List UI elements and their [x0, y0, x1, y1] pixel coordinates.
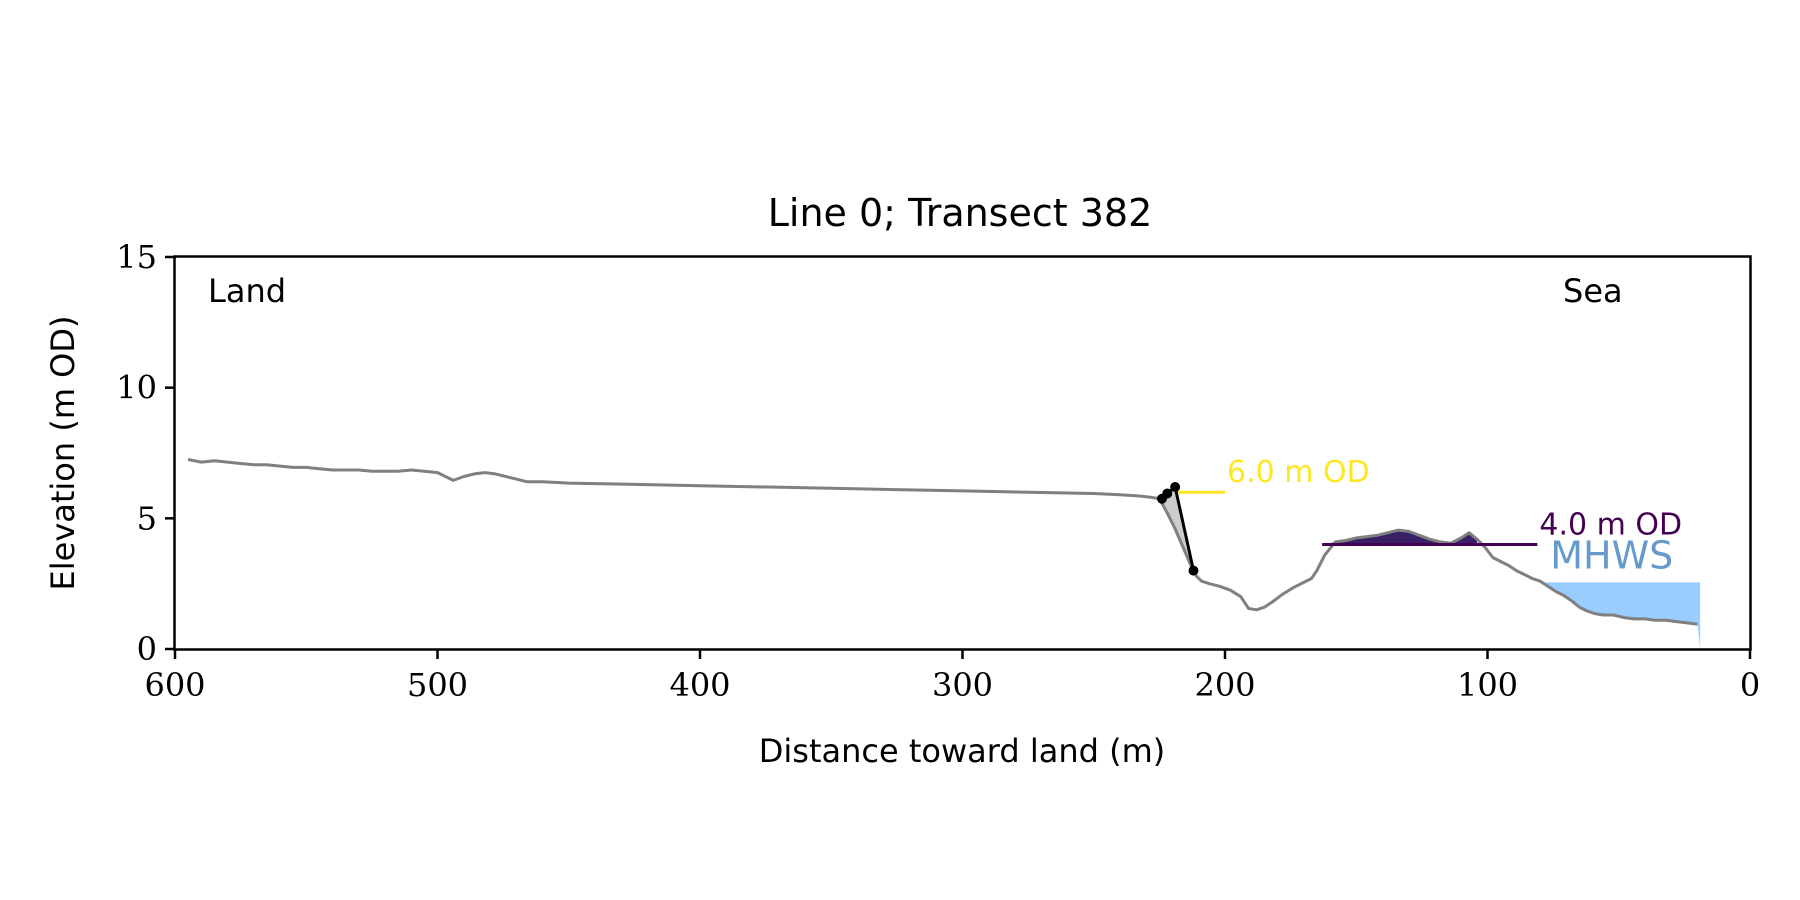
- y-tick-label: 15: [116, 238, 157, 276]
- chart-title: Line 0; Transect 382: [768, 191, 1153, 235]
- x-tick-label: 600: [144, 666, 205, 704]
- sea-label: Sea: [1563, 272, 1623, 310]
- y-tick-label: 0: [137, 630, 157, 668]
- x-axis-label: Distance toward land (m): [759, 732, 1165, 770]
- x-tick-label: 100: [1457, 666, 1518, 704]
- x-tick-label: 500: [407, 666, 468, 704]
- land-label: Land: [208, 272, 286, 310]
- y-tick-label: 5: [137, 499, 157, 537]
- y-axis: 0 5 10 15: [116, 238, 175, 668]
- elevation-profile-line: [187, 458, 1698, 626]
- x-axis: 600 500 400 300 200 100 0: [144, 649, 1760, 704]
- x-tick-label: 300: [932, 666, 993, 704]
- cliff-point-3: [1188, 565, 1199, 576]
- x-tick-label: 200: [1194, 666, 1255, 704]
- y-axis-label: Elevation (m OD): [44, 316, 82, 591]
- mhws-water-area: [1545, 582, 1701, 649]
- cliff-point-1: [1162, 488, 1173, 499]
- mhws-label: MHWS: [1550, 533, 1673, 577]
- x-tick-label: 0: [1740, 666, 1760, 704]
- plot-frame: [173, 255, 1752, 651]
- dune-area-above-4m: [1322, 530, 1477, 545]
- x-tick-label: 400: [669, 666, 730, 704]
- cliff-point-2: [1170, 481, 1181, 492]
- level-label-1: 4.0 m OD: [1539, 507, 1682, 542]
- level-label-0: 6.0 m OD: [1227, 455, 1370, 490]
- y-tick-label: 10: [116, 369, 157, 407]
